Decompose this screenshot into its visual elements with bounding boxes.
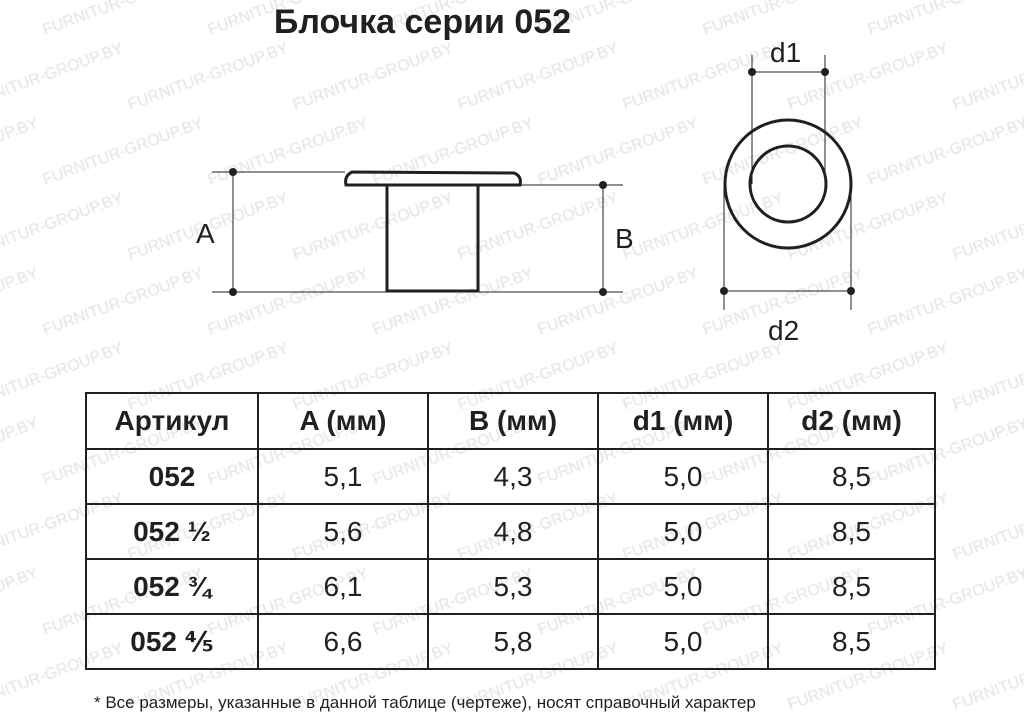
label-d1: d1 xyxy=(770,37,801,68)
eyelet-inner-circle xyxy=(748,144,828,224)
cell-article: 052 xyxy=(85,448,259,505)
cell-article: 052 ⅘ xyxy=(85,613,259,670)
cell-article: 052 ¾ xyxy=(85,558,259,615)
table-row: 052 ⅘ 6,6 5,8 5,0 8,5 xyxy=(85,613,936,670)
cell-a: 5,1 xyxy=(257,448,429,505)
cell-d2: 8,5 xyxy=(767,448,936,505)
eyelet-flange xyxy=(344,170,522,187)
header-b: B (мм) xyxy=(427,392,599,450)
table-header-row: Артикул A (мм) B (мм) d1 (мм) d2 (мм) xyxy=(85,392,936,450)
table-row: 052 ¾ 6,1 5,3 5,0 8,5 xyxy=(85,558,936,615)
cell-d2: 8,5 xyxy=(767,503,936,560)
header-d2: d2 (мм) xyxy=(767,392,936,450)
cell-b: 5,8 xyxy=(427,613,599,670)
cell-article: 052 ½ xyxy=(85,503,259,560)
header-article: Артикул xyxy=(85,392,259,450)
cell-b: 4,8 xyxy=(427,503,599,560)
cell-d2: 8,5 xyxy=(767,558,936,615)
cell-a: 5,6 xyxy=(257,503,429,560)
cell-d1: 5,0 xyxy=(597,613,769,670)
cell-d2: 8,5 xyxy=(767,613,936,670)
cell-d1: 5,0 xyxy=(597,503,769,560)
footnote: * Все размеры, указанные в данной таблиц… xyxy=(94,693,756,712)
cell-a: 6,6 xyxy=(257,613,429,670)
dimensions-table: Артикул A (мм) B (мм) d1 (мм) d2 (мм) 05… xyxy=(85,392,936,670)
table-row: 052 ½ 5,6 4,8 5,0 8,5 xyxy=(85,503,936,560)
table-row: 052 5,1 4,3 5,0 8,5 xyxy=(85,448,936,505)
cell-d1: 5,0 xyxy=(597,558,769,615)
page-title: Блочка серии 052 xyxy=(273,3,572,41)
cell-b: 4,3 xyxy=(427,448,599,505)
label-a: A xyxy=(196,218,215,249)
cell-a: 6,1 xyxy=(257,558,429,615)
label-b: B xyxy=(615,223,634,254)
eyelet-drawing: A B d1 d2 xyxy=(196,37,855,346)
eyelet-tube xyxy=(385,183,480,293)
cell-b: 5,3 xyxy=(427,558,599,615)
label-d2: d2 xyxy=(768,315,799,346)
header-d1: d1 (мм) xyxy=(597,392,769,450)
header-a: A (мм) xyxy=(257,392,429,450)
eyelet-outer-circle xyxy=(723,118,853,250)
cell-d1: 5,0 xyxy=(597,448,769,505)
